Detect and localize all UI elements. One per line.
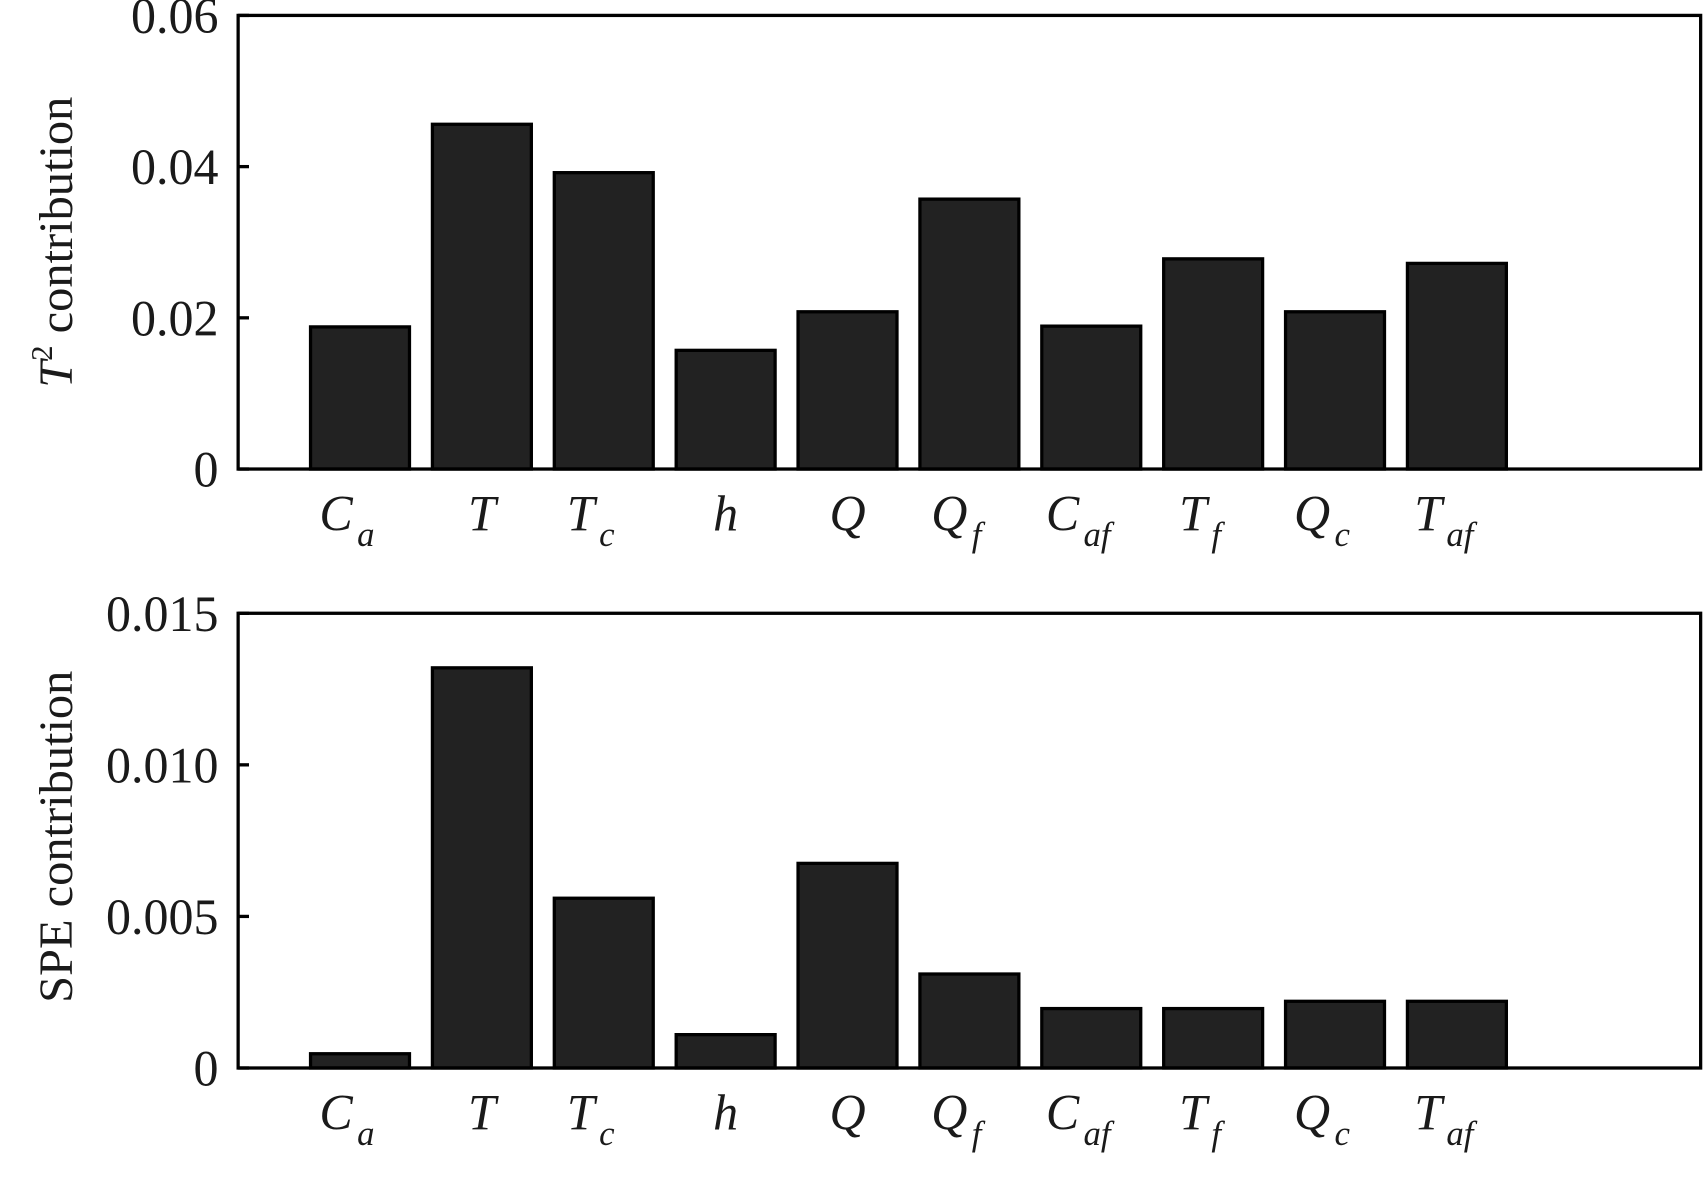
x-tick-main: h xyxy=(713,1084,738,1140)
x-tick-label: Q xyxy=(829,485,865,541)
y-label-main: SPE xyxy=(30,919,83,1002)
bar-6 xyxy=(1040,1006,1143,1070)
x-tick-sub: c xyxy=(599,515,615,554)
bar-2 xyxy=(552,171,655,471)
x-tick-main: T xyxy=(468,485,499,541)
bar-3 xyxy=(674,1033,777,1070)
x-tick-label: h xyxy=(713,485,738,541)
y-label-rest: contribution xyxy=(30,671,83,920)
x-tick-main: T xyxy=(1179,1084,1210,1140)
x-tick-main: C xyxy=(1046,1084,1081,1140)
y-axis-label: T2 contribution xyxy=(25,97,82,388)
x-tick-sub: f xyxy=(1211,515,1225,554)
bar-4 xyxy=(796,861,899,1070)
x-tick-main: Q xyxy=(931,1084,967,1140)
y-label-sup: 2 xyxy=(25,345,59,360)
bar-4 xyxy=(796,310,899,471)
bar-1 xyxy=(430,122,533,471)
x-tick-sub: f xyxy=(972,1114,986,1153)
x-tick-main: T xyxy=(1414,1084,1445,1140)
x-tick-label: h xyxy=(713,1084,738,1140)
x-tick-label: T xyxy=(468,485,499,541)
bar-1 xyxy=(430,666,533,1070)
axes-frame xyxy=(236,611,1703,1070)
y-axis-label: SPE contribution xyxy=(30,671,83,1003)
x-tick-main: Q xyxy=(829,1084,865,1140)
bar-5 xyxy=(918,197,1021,471)
x-tick-sub: c xyxy=(1334,1114,1350,1153)
axes-frame xyxy=(236,13,1703,471)
x-tick-label: T xyxy=(468,1084,499,1140)
x-tick-main: h xyxy=(713,485,738,541)
bar-2 xyxy=(552,896,655,1070)
x-tick-sub: af xyxy=(1084,515,1115,554)
bar-3 xyxy=(674,348,777,471)
y-tick-label: 0.02 xyxy=(131,290,219,346)
bar-7 xyxy=(1162,1006,1265,1070)
x-tick-main: Q xyxy=(829,485,865,541)
bar-7 xyxy=(1162,257,1265,471)
y-tick-label: 0.06 xyxy=(131,0,219,44)
x-tick-main: C xyxy=(319,1084,354,1140)
x-tick-sub: af xyxy=(1446,1114,1477,1153)
y-tick-label: 0 xyxy=(194,441,219,497)
bar-6 xyxy=(1040,324,1143,471)
x-tick-sub: a xyxy=(357,515,374,554)
x-tick-main: Q xyxy=(1294,1084,1330,1140)
x-tick-sub: c xyxy=(599,1114,615,1153)
y-tick-label: 0.005 xyxy=(106,889,219,945)
x-tick-sub: c xyxy=(1334,515,1350,554)
bar-9 xyxy=(1405,999,1509,1070)
x-tick-sub: f xyxy=(972,515,986,554)
y-tick-label: 0 xyxy=(194,1040,219,1096)
bar-8 xyxy=(1283,999,1387,1070)
x-tick-sub: af xyxy=(1446,515,1477,554)
y-tick-label: 0.04 xyxy=(131,139,219,195)
x-tick-label: Q xyxy=(829,1084,865,1140)
bar-5 xyxy=(918,972,1021,1070)
y-tick-label: 0.010 xyxy=(106,737,219,793)
x-tick-main: C xyxy=(319,485,354,541)
x-tick-sub: f xyxy=(1211,1114,1225,1153)
x-tick-sub: a xyxy=(357,1114,374,1153)
x-tick-main: C xyxy=(1046,485,1081,541)
bar-8 xyxy=(1283,310,1387,471)
bar-0 xyxy=(308,325,412,471)
y-label-main: T xyxy=(30,358,83,388)
bar-0 xyxy=(308,1052,412,1070)
y-tick-label: 0.015 xyxy=(106,586,219,642)
x-tick-main: T xyxy=(1179,485,1210,541)
x-tick-main: Q xyxy=(931,485,967,541)
x-tick-main: T xyxy=(468,1084,499,1140)
x-tick-main: T xyxy=(567,485,598,541)
y-label-rest: contribution xyxy=(30,97,83,346)
x-tick-sub: af xyxy=(1084,1114,1115,1153)
x-tick-main: T xyxy=(567,1084,598,1140)
x-tick-main: T xyxy=(1414,485,1445,541)
x-tick-main: Q xyxy=(1294,485,1330,541)
bar-9 xyxy=(1405,261,1509,471)
